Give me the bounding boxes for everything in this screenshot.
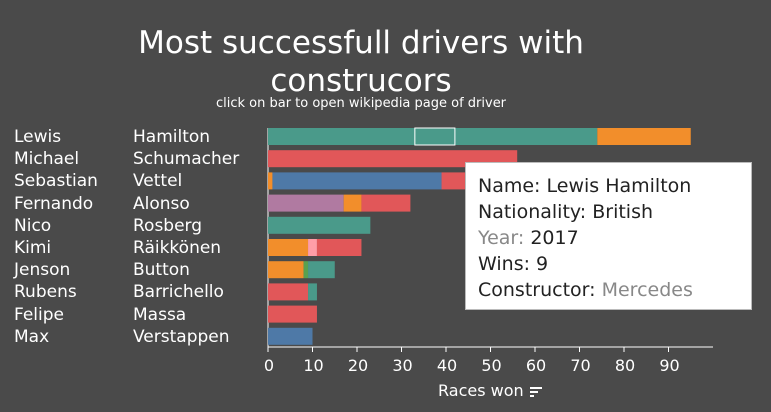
driver-first-name: Jenson — [14, 260, 71, 281]
tooltip-name-label: Name: — [478, 175, 541, 197]
bar-segment[interactable] — [268, 172, 273, 190]
bar-segment[interactable] — [308, 261, 335, 279]
title-line-2: construcors — [270, 63, 452, 99]
bar-segment[interactable] — [316, 239, 362, 256]
driver-first-name: Kimi — [14, 238, 52, 258]
driver-last-name: Räikkönen — [133, 238, 222, 258]
x-tick-label: 90 — [659, 356, 679, 375]
tooltip-nationality-value: British — [592, 201, 654, 223]
bar-segment[interactable] — [268, 150, 518, 168]
driver-last-name: Rosberg — [133, 215, 203, 236]
x-tick-label: 50 — [481, 356, 501, 375]
tooltip-name-row: Name: Lewis Hamilton — [478, 173, 739, 199]
bar-segment[interactable] — [268, 239, 309, 256]
driver-first-name: Max — [14, 326, 50, 347]
tooltip-constructor-label: Constructor: — [478, 279, 596, 301]
tooltip-constructor-value: Mercedes — [601, 279, 693, 301]
bar-segment[interactable] — [597, 128, 691, 145]
x-tick-label: 30 — [392, 356, 412, 375]
tooltip-year-label: Year: — [478, 227, 525, 249]
driver-first-name: Sebastian — [14, 171, 98, 192]
tooltip-year-row: Year: 2017 — [478, 225, 739, 251]
driver-last-name: Hamilton — [133, 127, 211, 147]
bar-segment[interactable] — [308, 283, 317, 301]
x-axis-label[interactable]: Races won — [438, 381, 543, 400]
driver-first-name: Lewis — [14, 127, 62, 147]
bar-segment[interactable] — [268, 327, 313, 345]
driver-last-name: Button — [133, 260, 190, 281]
driver-last-name: Schumacher — [133, 149, 240, 170]
sort-icon[interactable] — [529, 386, 543, 398]
bar-segment[interactable] — [268, 305, 317, 323]
tooltip-wins-label: Wins: — [478, 253, 530, 275]
driver-first-name: Rubens — [14, 282, 77, 303]
x-tick-label: 60 — [526, 356, 546, 375]
driver-last-name: Massa — [133, 304, 187, 325]
bar-segment[interactable] — [361, 194, 411, 212]
driver-last-name: Verstappen — [133, 326, 230, 347]
tooltip-constructor-row: Constructor: Mercedes — [478, 277, 739, 303]
bar-segment[interactable] — [268, 194, 344, 212]
tooltip-year-value: 2017 — [530, 227, 579, 249]
x-tick-label: 0 — [264, 356, 274, 375]
x-tick-label: 70 — [570, 356, 590, 375]
bar-segment[interactable] — [343, 194, 362, 212]
tooltip-name-value: Lewis Hamilton — [546, 175, 692, 197]
chart-title: Most successfull drivers with construcor… — [0, 24, 722, 100]
bar-segment[interactable] — [272, 172, 442, 190]
x-tick-label: 80 — [615, 356, 635, 375]
bar-segment[interactable] — [268, 261, 304, 279]
title-line-1: Most successfull drivers with — [138, 25, 584, 61]
chart-subtitle: click on bar to open wikipedia page of d… — [215, 96, 507, 111]
tooltip-wins-value: 9 — [536, 253, 549, 275]
bar-segment[interactable] — [308, 239, 317, 256]
driver-first-name: Michael — [14, 149, 80, 170]
x-tick-label: 40 — [437, 356, 457, 375]
driver-last-name: Barrichello — [133, 282, 224, 303]
x-tick-label: 20 — [348, 356, 368, 375]
highlighted-bar-segment[interactable] — [414, 127, 456, 146]
driver-first-name: Nico — [14, 215, 52, 236]
driver-last-name: Alonso — [133, 193, 190, 214]
x-tick-label: 10 — [303, 356, 323, 375]
tooltip-wins-row: Wins: 9 — [478, 251, 739, 277]
bar-segment[interactable] — [268, 283, 309, 301]
tooltip-nationality-label: Nationality: — [478, 201, 587, 223]
bar-segment[interactable] — [268, 128, 598, 145]
tooltip: Name: Lewis Hamilton Nationality: Britis… — [465, 162, 752, 310]
x-axis-label-text: Races won — [438, 381, 524, 400]
driver-last-name: Vettel — [133, 171, 183, 192]
tooltip-nationality-row: Nationality: British — [478, 199, 739, 225]
driver-first-name: Fernando — [14, 193, 94, 214]
bar-segment[interactable] — [268, 216, 371, 234]
bar-segment[interactable] — [303, 261, 309, 279]
driver-first-name: Felipe — [14, 304, 65, 325]
